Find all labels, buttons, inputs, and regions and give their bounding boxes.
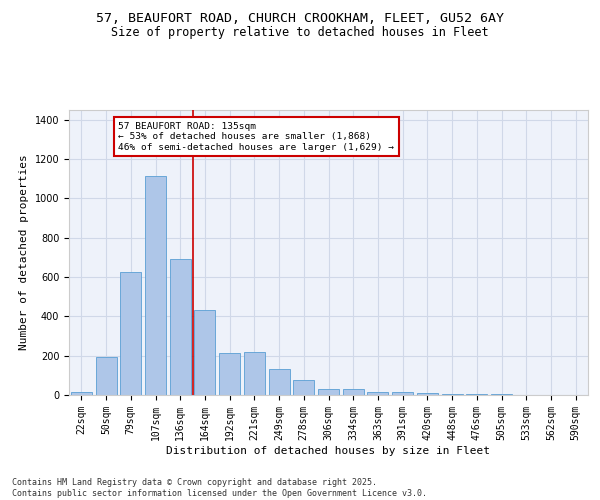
Bar (343, 389, 364, 395)
Text: 57, BEAUFORT ROAD, CHURCH CROOKHAM, FLEET, GU52 6AY: 57, BEAUFORT ROAD, CHURCH CROOKHAM, FLEE… (96, 12, 504, 26)
Y-axis label: Number of detached properties: Number of detached properties (19, 154, 29, 350)
Bar (367, 392, 388, 395)
Bar (269, 370, 290, 395)
Bar (293, 380, 314, 395)
Bar (392, 392, 413, 395)
Bar (194, 310, 215, 395)
Text: 57 BEAUFORT ROAD: 135sqm
← 53% of detached houses are smaller (1,868)
46% of sem: 57 BEAUFORT ROAD: 135sqm ← 53% of detach… (118, 122, 394, 152)
Bar (71, 392, 92, 395)
Bar (417, 393, 438, 395)
Bar (145, 176, 166, 395)
Bar (318, 389, 339, 395)
Text: Size of property relative to detached houses in Fleet: Size of property relative to detached ho… (111, 26, 489, 39)
Bar (442, 394, 463, 395)
Bar (95, 356, 116, 395)
Bar (466, 394, 487, 395)
Bar (120, 272, 141, 395)
Bar (491, 394, 512, 395)
Bar (170, 260, 191, 395)
Bar (219, 352, 240, 395)
X-axis label: Distribution of detached houses by size in Fleet: Distribution of detached houses by size … (167, 446, 491, 456)
Text: Contains HM Land Registry data © Crown copyright and database right 2025.
Contai: Contains HM Land Registry data © Crown c… (12, 478, 427, 498)
Bar (244, 352, 265, 395)
